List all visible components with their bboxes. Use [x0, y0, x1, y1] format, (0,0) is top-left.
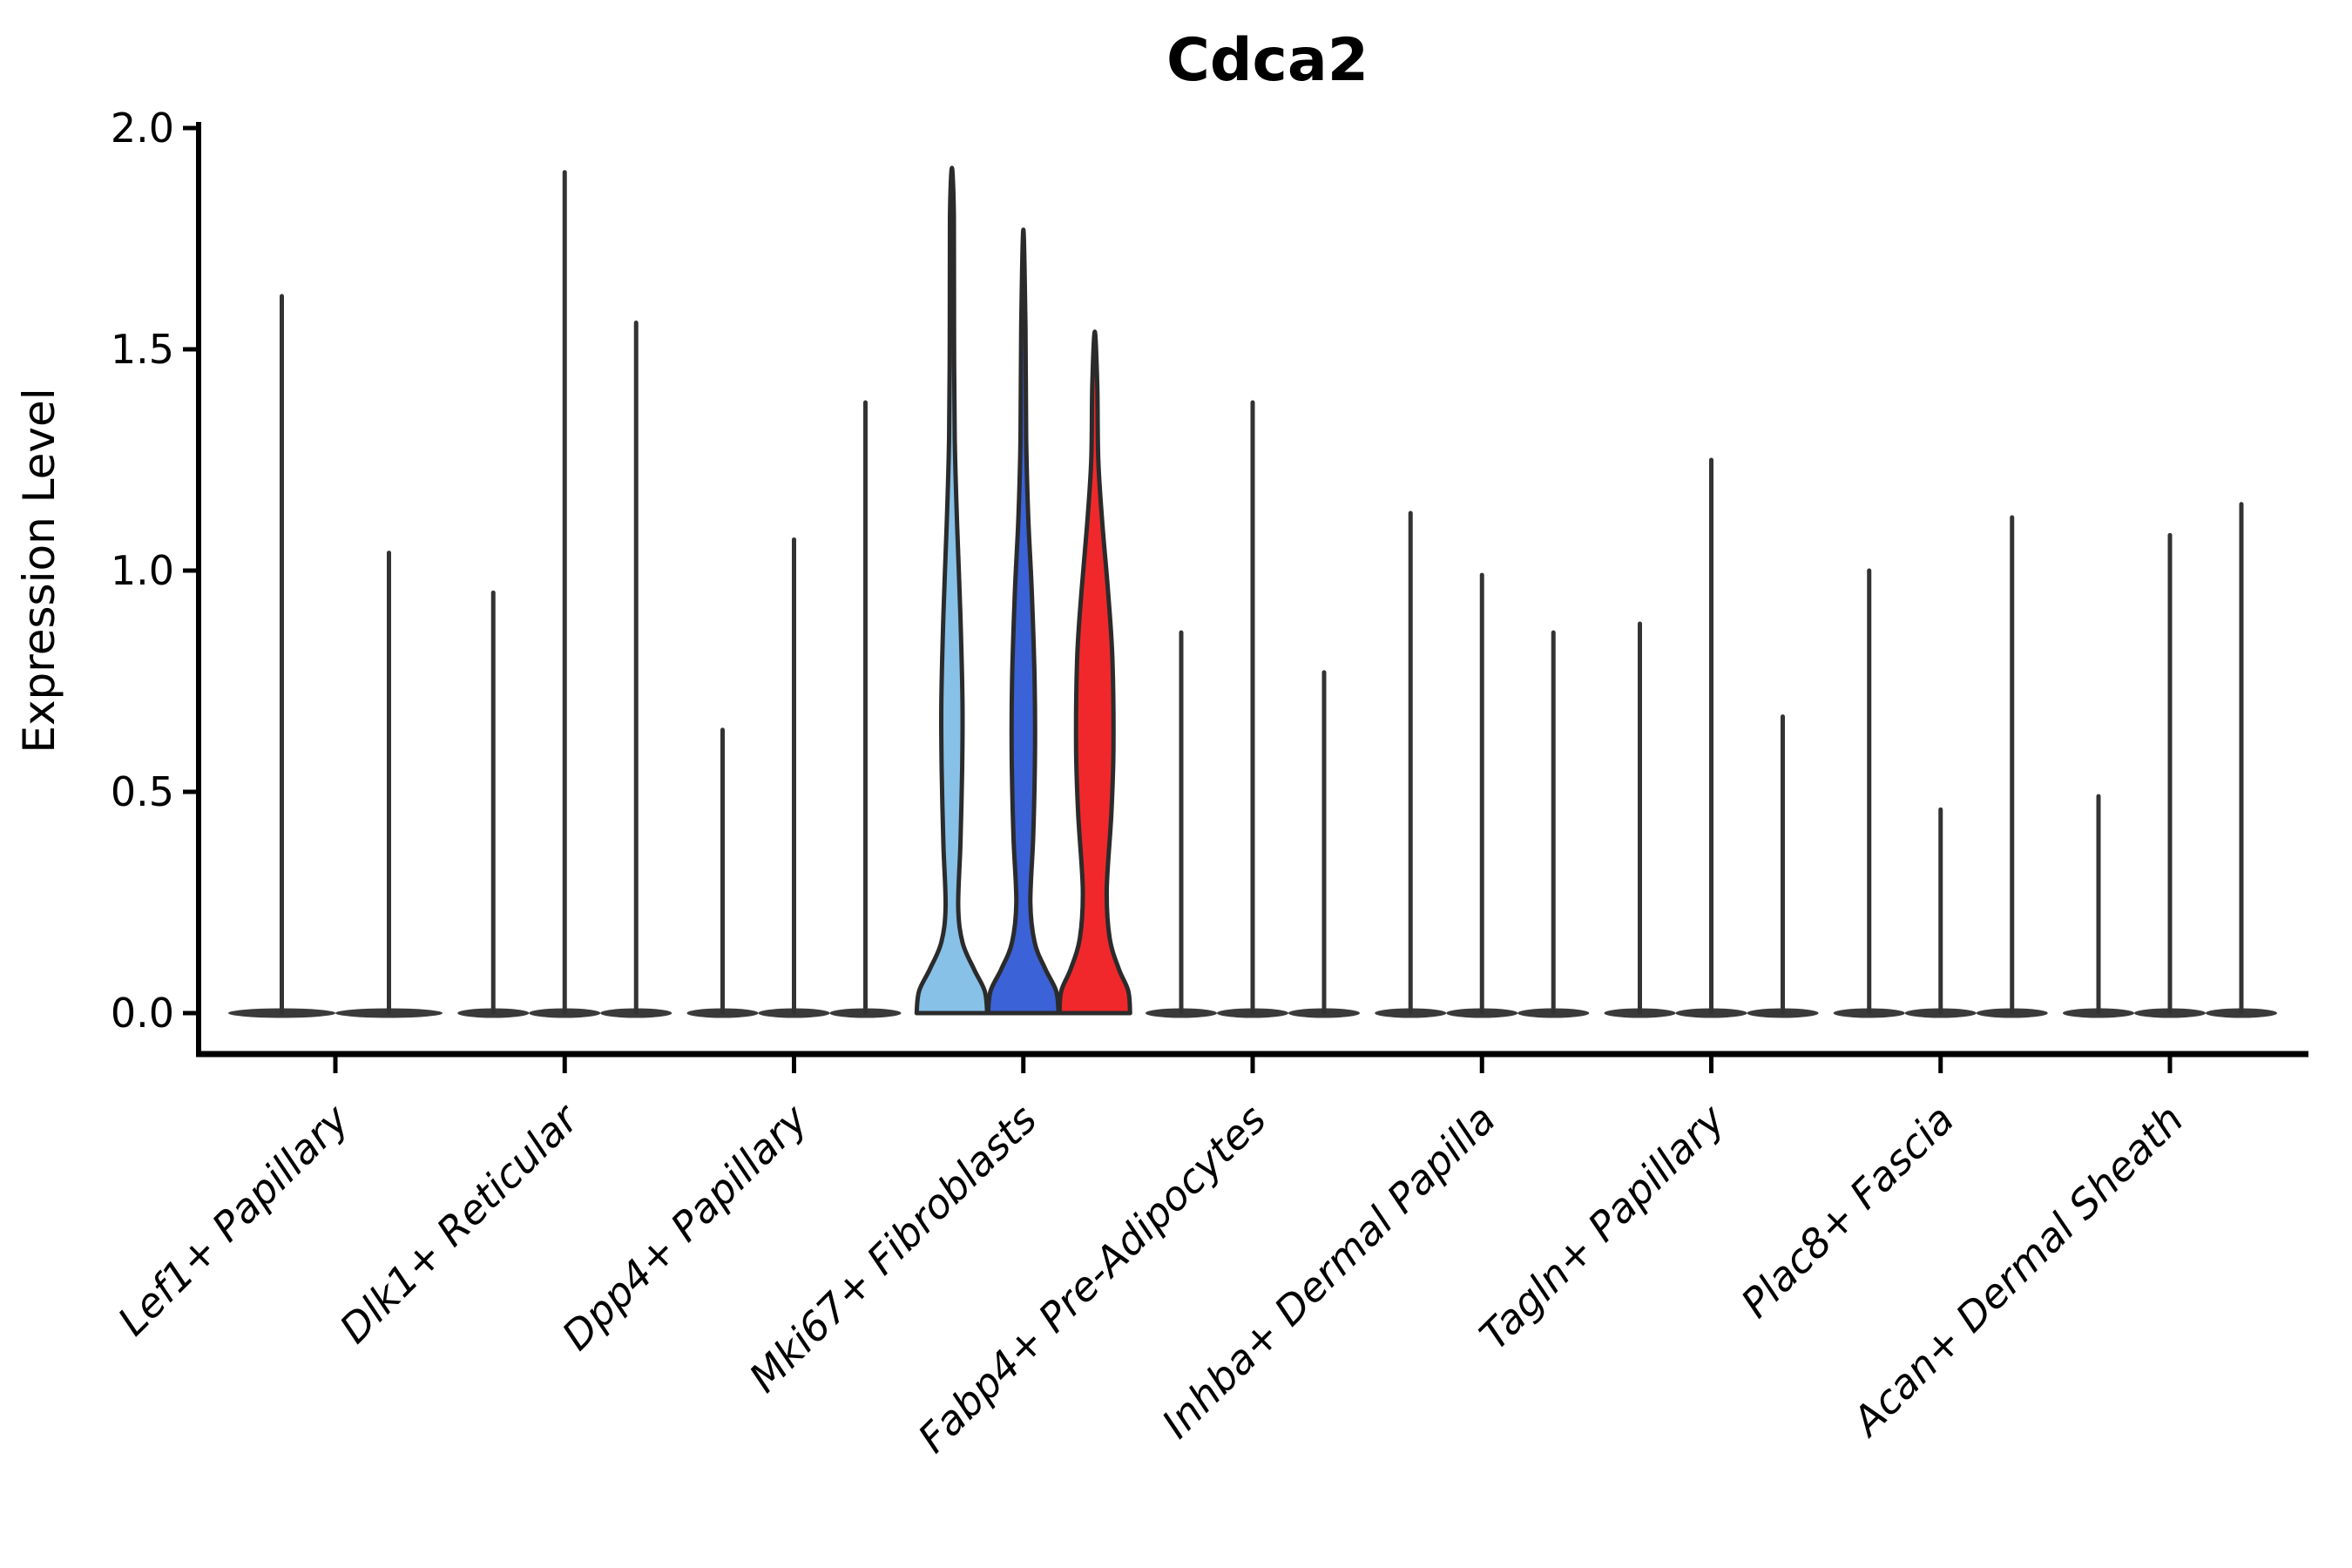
- violin-body: [985, 227, 1061, 1016]
- violin-group-1: [228, 294, 443, 1018]
- x-tick-label: Tagln+ Papillary: [1470, 1095, 1734, 1359]
- x-tick-label: Lef1+ Papillary: [109, 1095, 358, 1344]
- violin-group-3: [686, 400, 902, 1018]
- violin-group-8: [1833, 515, 2048, 1018]
- violin-group-6: [1375, 510, 1590, 1018]
- violin-group-9: [2063, 502, 2277, 1018]
- y-tick-label: 1.5: [111, 326, 174, 373]
- x-tick-label: Plac8+ Fascia: [1732, 1096, 1963, 1327]
- violin-body: [914, 166, 990, 1016]
- y-tick-labels: 0.0 0.5 1.0 1.5 2.0: [111, 105, 174, 1037]
- x-tick-label: Dlk1+ Reticular: [330, 1093, 589, 1352]
- y-tick-label: 0.0: [111, 990, 174, 1037]
- violins: [228, 166, 2277, 1018]
- violin-group-5: [1146, 400, 1360, 1018]
- y-tick-label: 2.0: [111, 105, 174, 152]
- violin-body: [1057, 329, 1132, 1016]
- y-tick-label: 0.5: [111, 768, 174, 815]
- violin-group-7: [1604, 457, 1819, 1018]
- axes: [183, 122, 2308, 1073]
- y-axis-label: Expression Level: [14, 388, 64, 753]
- violin-group-2: [457, 170, 672, 1018]
- x-tick-label: Dpp4+ Papillary: [553, 1095, 817, 1359]
- chart-title: Cdca2: [1166, 26, 1369, 95]
- y-tick-label: 1.0: [111, 547, 174, 594]
- violin-group-4: [914, 166, 1132, 1016]
